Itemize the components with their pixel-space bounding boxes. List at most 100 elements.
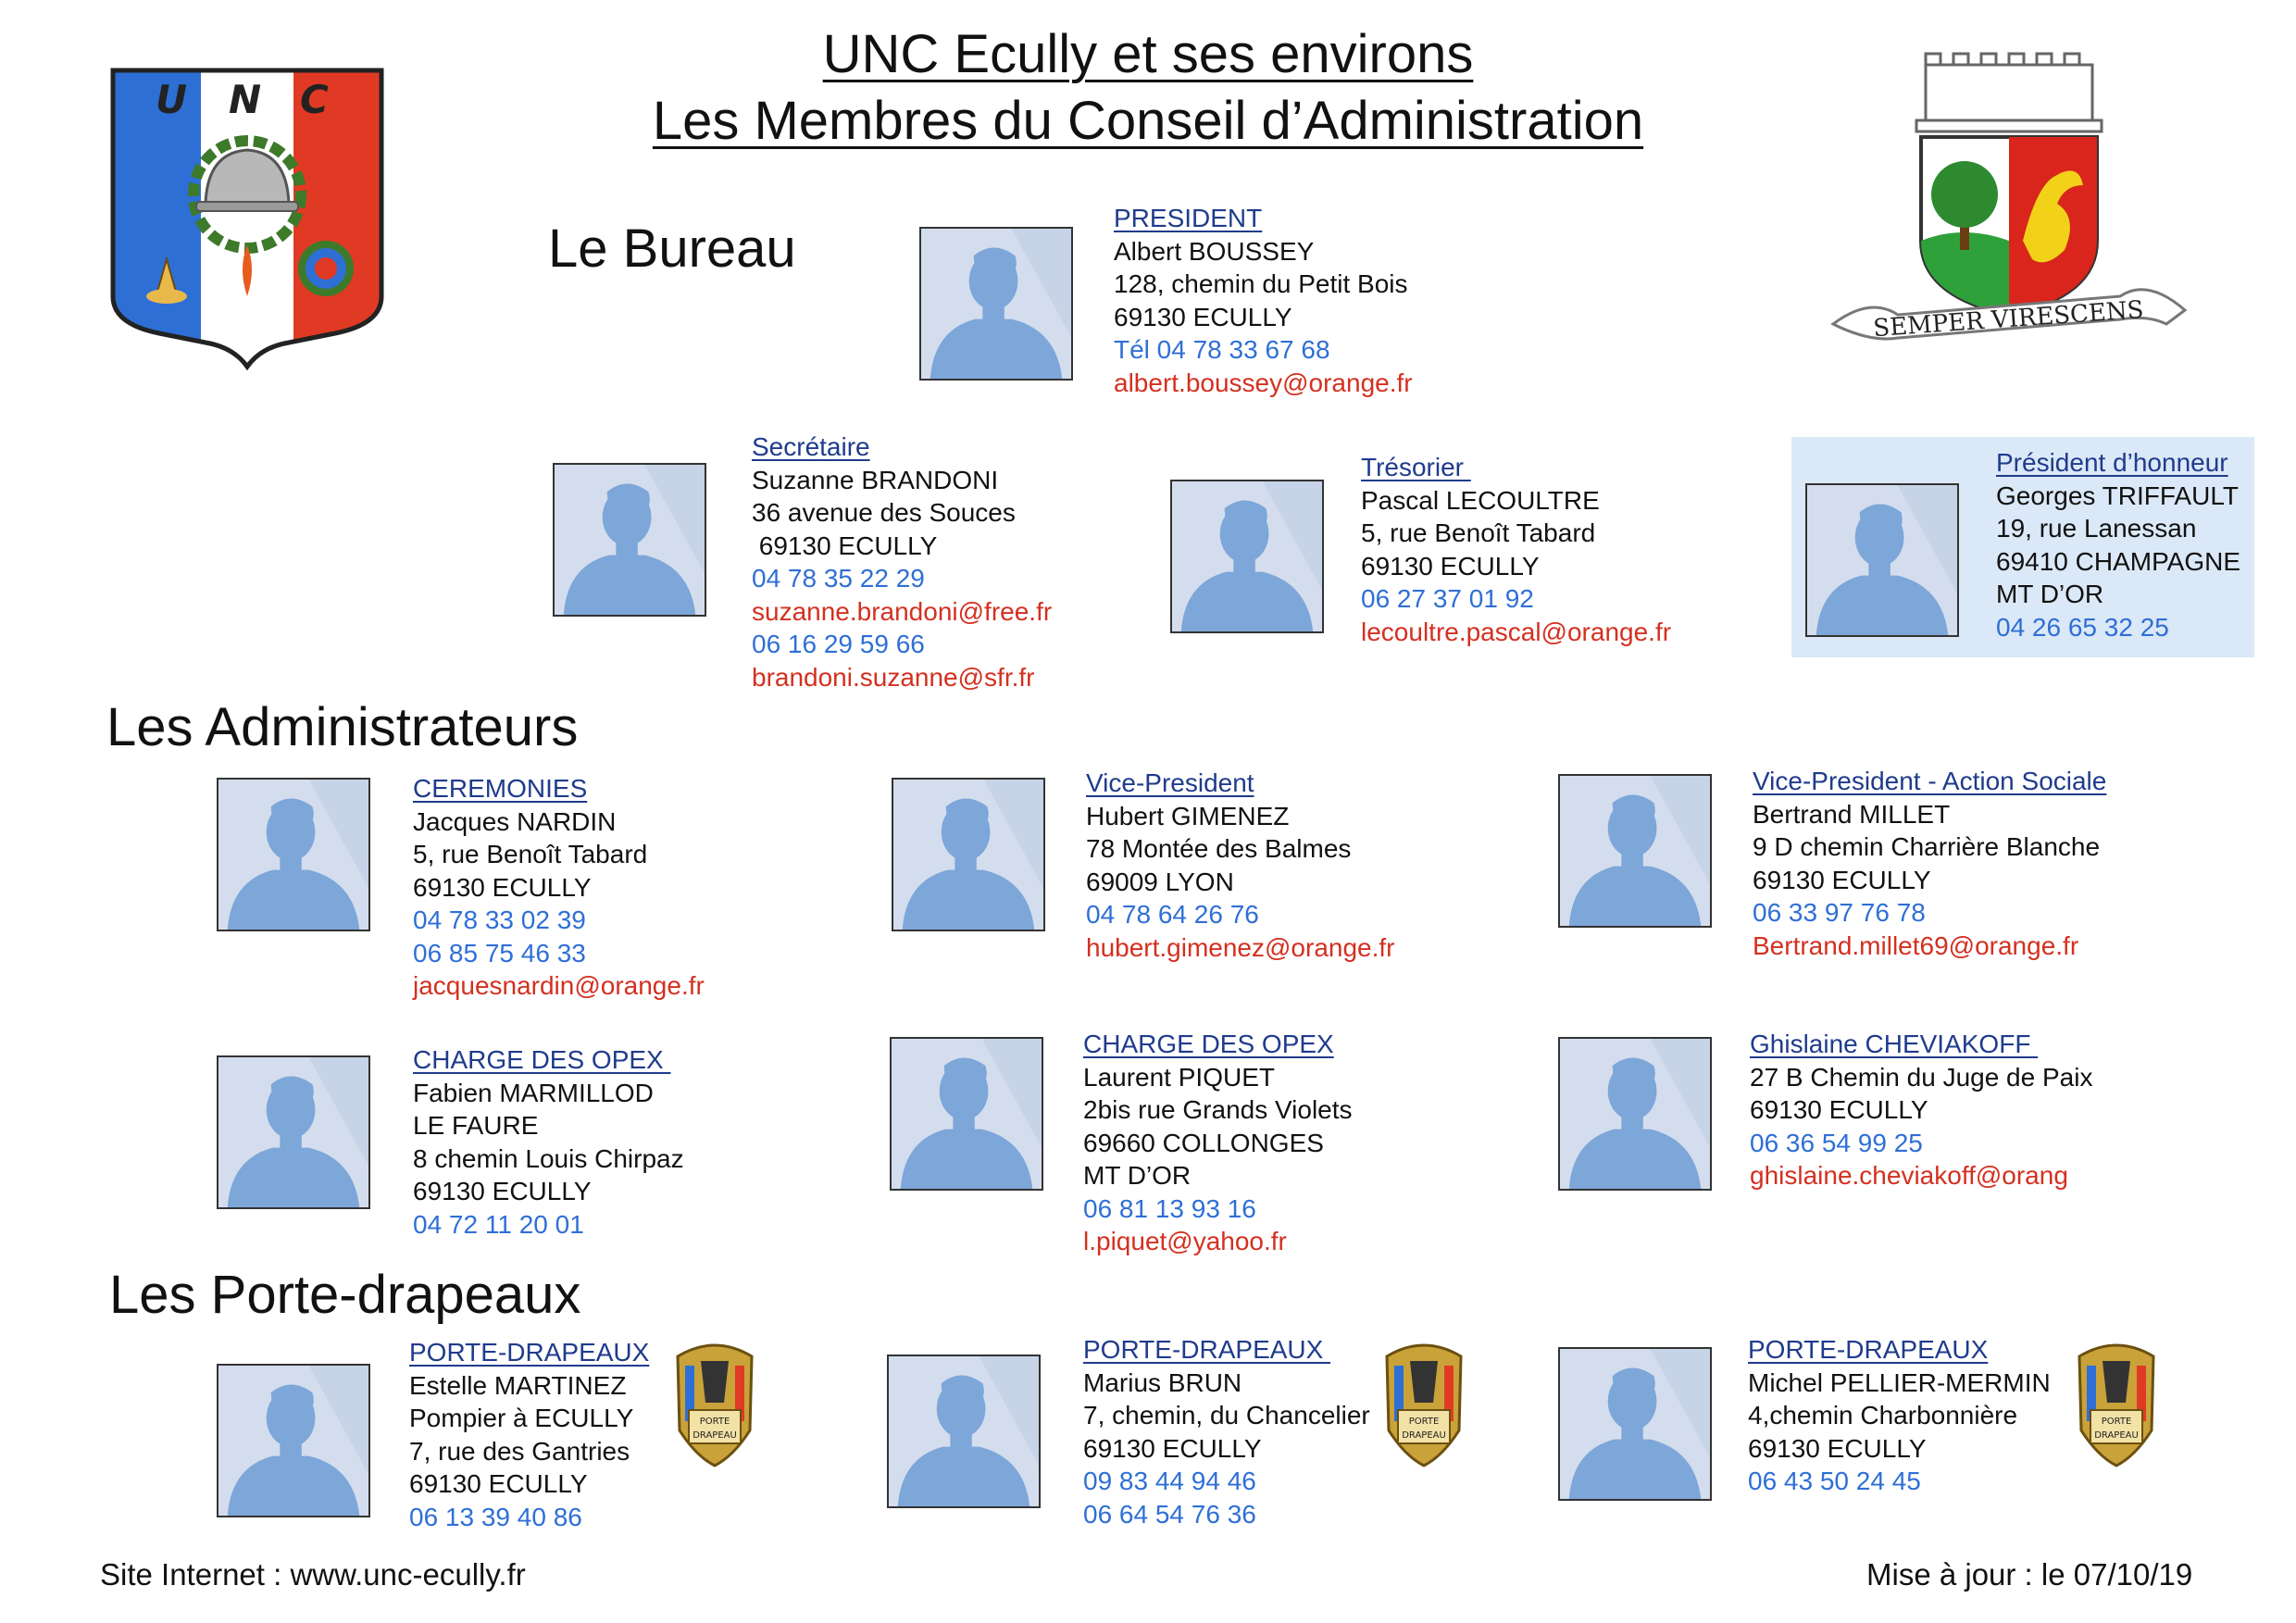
photo-porte-1: [217, 1364, 370, 1517]
badge-text-line1: PORTE: [2102, 1417, 2132, 1427]
member-address: 78 Montée des Balmes: [1086, 834, 1352, 863]
photo-ceremonies: [217, 778, 370, 931]
member-phone: Tél 04 78 33 67 68: [1114, 335, 1330, 364]
member-address: 69130 ECULLY: [409, 1469, 588, 1498]
role-label: PORTE-DRAPEAUX: [409, 1338, 650, 1367]
photo-porte-3: [1558, 1347, 1712, 1501]
role-label: PORTE-DRAPEAUX: [1083, 1335, 1331, 1364]
member-phone: 06 27 37 01 92: [1361, 584, 1534, 613]
member-phone: 06 64 54 76 36: [1083, 1499, 1256, 1529]
member-address: 36 avenue des Souces: [752, 498, 1016, 527]
member-phone: 06 85 75 46 33: [413, 938, 586, 968]
member-address: 4,chemin Charbonnière: [1748, 1401, 2018, 1429]
badge-text-line1: PORTE: [700, 1417, 730, 1427]
member-phone: 04 72 11 20 01: [413, 1209, 584, 1239]
member-email: ghislaine.cheviakoff@orang: [1750, 1161, 2068, 1190]
member-email: Bertrand.millet69@orange.fr: [1753, 930, 2079, 960]
section-administrateurs: Les Administrateurs: [106, 697, 579, 757]
member-email: brandoni.suzanne@sfr.fr: [752, 662, 1035, 692]
member-phone: 06 16 29 59 66: [752, 630, 925, 658]
photo-vice-president-social: [1558, 774, 1712, 928]
photo-opex-1: [217, 1055, 370, 1209]
member-address: 7, rue des Gantries: [409, 1436, 630, 1466]
member-phone: 04 78 35 22 29: [752, 564, 925, 593]
unc-logo: U N C: [104, 65, 391, 371]
member-address: 69660 COLLONGES: [1083, 1128, 1324, 1157]
role-label: CHARGE DES OPEX: [1083, 1030, 1334, 1058]
card-vice-president: Vice-President Hubert GIMENEZ 78 Montée de…: [1086, 767, 1395, 964]
card-opex-2: CHARGE DES OPEX Laurent PIQUET 2bis rue Gr…: [1083, 1028, 1353, 1258]
member-name: Georges TRIFFAULT: [1996, 481, 2239, 510]
role-label: Président d’honneur: [1996, 448, 2228, 477]
member-email: suzanne.brandoni@free.fr: [752, 596, 1053, 626]
role-label: CEREMONIES: [413, 774, 588, 803]
member-name: Suzanne BRANDONI: [752, 465, 999, 494]
role-label: Secrétaire: [752, 432, 870, 461]
role-label: PORTE-DRAPEAUX: [1748, 1335, 1989, 1364]
member-phone: 04 26 65 32 25: [1996, 612, 2169, 642]
member-address: 128, chemin du Petit Bois: [1114, 269, 1408, 298]
photo-opex-2: [890, 1037, 1043, 1191]
member-address: 69130 ECULLY: [413, 872, 592, 902]
card-ceremonies: CEREMONIES Jacques NARDIN 5, rue Benoît Ta…: [413, 772, 705, 1003]
role-label: CHARGE DES OPEX: [413, 1045, 671, 1074]
role-label: PRESIDENT: [1114, 204, 1263, 232]
member-city: 69130 ECULLY: [1361, 551, 1540, 581]
member-city: 69410 CHAMPAGNE: [1996, 546, 2241, 576]
svg-text:N: N: [229, 77, 261, 122]
member-address: 69009 LYON: [1086, 867, 1234, 896]
card-opex-1: CHARGE DES OPEX Fabien MARMILLOD LE FAURE…: [413, 1043, 684, 1241]
card-honneur: Président d’honneur Georges TRIFFAULT 19…: [1996, 446, 2240, 643]
card-cheviakoff: Ghislaine CHEVIAKOFF 27 B Chemin du Juge…: [1750, 1028, 2092, 1192]
member-city: 69130 ECULLY: [752, 531, 938, 560]
svg-text:U: U: [156, 77, 187, 122]
porte-drapeau-badge: PORTE DRAPEAU: [668, 1338, 761, 1467]
member-phone: 09 83 44 94 46: [1083, 1467, 1256, 1495]
member-address: 9 D chemin Charrière Blanche: [1753, 832, 2101, 861]
member-address: LE FAURE: [413, 1111, 539, 1140]
card-porte-drapeaux-2: PORTE-DRAPEAUX Marius BRUN 7, chemin, du …: [1083, 1333, 1370, 1530]
page-title-line1: UNC Ecully et ses environs: [822, 24, 1474, 84]
member-email: lecoultre.pascal@orange.fr: [1361, 617, 1672, 646]
role-label: Ghislaine CHEVIAKOFF: [1750, 1030, 2039, 1058]
page-title-line2: Les Membres du Conseil d’Administration: [652, 91, 1644, 151]
photo-porte-2: [887, 1355, 1041, 1508]
member-name: Bertrand MILLET: [1753, 799, 1951, 829]
member-email: l.piquet@yahoo.fr: [1083, 1227, 1287, 1255]
member-name: Jacques NARDIN: [413, 806, 617, 836]
member-name: Hubert GIMENEZ: [1086, 801, 1290, 830]
role-label: Vice-President: [1086, 768, 1254, 797]
member-name: Marius BRUN: [1083, 1367, 1242, 1397]
member-address: 7, chemin, du Chancelier: [1083, 1401, 1370, 1429]
member-name: Estelle MARTINEZ: [409, 1370, 627, 1400]
member-name: Michel PELLIER-MERMIN: [1748, 1367, 2051, 1397]
member-address: 19, rue Lanessan: [1996, 514, 2197, 543]
photo-secretaire: [553, 463, 706, 617]
section-bureau: Le Bureau: [548, 218, 796, 279]
member-address: 5, rue Benoît Tabard: [1361, 518, 1596, 547]
ecully-crest: SEMPER VIRESCENS: [1815, 46, 2203, 370]
member-address: 8 chemin Louis Chirpaz: [413, 1143, 684, 1173]
badge-text-line1: PORTE: [1409, 1417, 1440, 1427]
member-address: 69130 ECULLY: [1083, 1433, 1262, 1463]
member-address: 69130 ECULLY: [413, 1177, 592, 1205]
footer-updated: Mise à jour : le 07/10/19: [1866, 1557, 2193, 1592]
photo-vice-president: [892, 778, 1045, 931]
member-name: Albert BOUSSEY: [1114, 236, 1315, 266]
card-porte-drapeaux-3: PORTE-DRAPEAUX Michel PELLIER-MERMIN 4,che…: [1748, 1333, 2051, 1498]
member-address: 69130 ECULLY: [1753, 865, 1931, 894]
member-email: albert.boussey@orange.fr: [1114, 368, 1413, 397]
member-name: Laurent PIQUET: [1083, 1062, 1275, 1092]
member-name: 27 B Chemin du Juge de Paix: [1750, 1062, 2093, 1092]
member-phone: 04 78 64 26 76: [1086, 900, 1259, 929]
card-president: PRESIDENT Albert BOUSSEY 128, chemin du …: [1114, 202, 1413, 399]
photo-tresorier: [1170, 480, 1324, 633]
photo-honneur: [1805, 483, 1959, 637]
badge-text-line2: DRAPEAU: [1402, 1430, 1446, 1441]
member-phone: 06 36 54 99 25: [1750, 1128, 1923, 1157]
member-phone: 06 13 39 40 86: [409, 1502, 582, 1531]
member-address: MT D’OR: [1083, 1161, 1192, 1190]
member-city: MT D’OR: [1996, 580, 2104, 608]
member-email: hubert.gimenez@orange.fr: [1086, 932, 1395, 962]
photo-cheviakoff: [1558, 1037, 1712, 1191]
